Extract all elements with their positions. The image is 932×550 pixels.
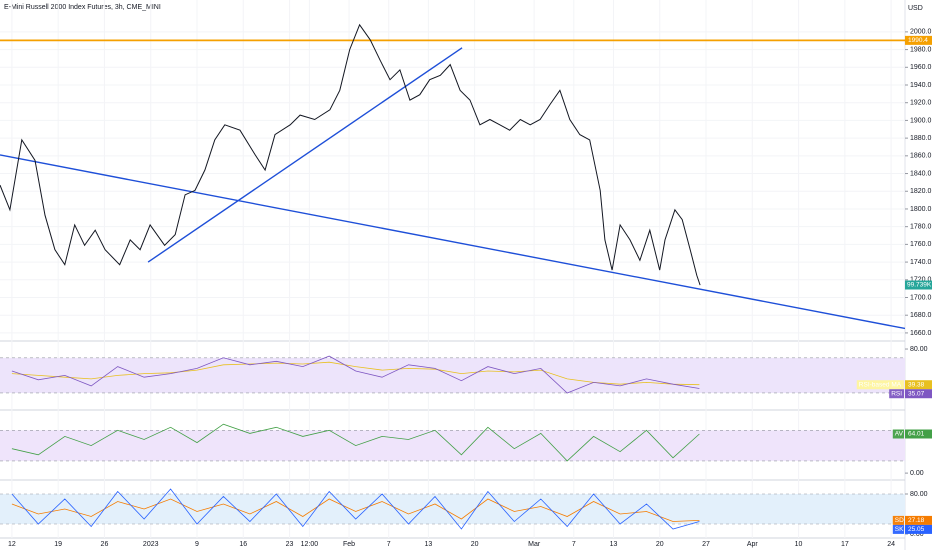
pane — [0, 423, 905, 462]
y-tick-label: 1800.0 — [910, 206, 932, 213]
price-tag-label: 1990.4 — [908, 37, 928, 44]
x-tick-label: 20 — [656, 541, 664, 548]
x-tick-label: 16 — [239, 541, 247, 548]
y-tick-label: 80.00 — [910, 346, 928, 353]
x-tick-label: 12 — [8, 541, 16, 548]
series-line — [11, 355, 700, 394]
value-tag-label: 35.07 — [908, 390, 925, 397]
band — [0, 494, 905, 524]
band — [0, 430, 905, 461]
y-tick-label: 1680.0 — [910, 312, 932, 319]
value-tag-label: 64.01 — [908, 431, 925, 438]
x-tick-label: 10 — [795, 541, 803, 548]
x-tick-label: 13 — [610, 541, 618, 548]
indicator-name: RSI — [891, 390, 902, 397]
price-tag — [905, 35, 932, 45]
pane — [0, 23, 905, 334]
y-tick-label: 1920.0 — [910, 100, 932, 107]
x-tick-label: 24 — [887, 541, 895, 548]
indicator-name-tag — [892, 524, 904, 534]
value-tag — [905, 380, 932, 390]
x-tick-label: 2023 — [143, 541, 159, 548]
x-tick-label: 13 — [424, 541, 432, 548]
x-tick-label: 17 — [841, 541, 849, 548]
pane — [0, 355, 905, 394]
series-line — [11, 423, 700, 462]
y-tick-label: 1660.0 — [910, 330, 932, 337]
x-tick-label: 19 — [54, 541, 62, 548]
pane — [0, 488, 905, 530]
value-tag-label: 25.05 — [908, 526, 925, 533]
y-tick-label: 1880.0 — [910, 135, 932, 142]
series-line — [11, 498, 700, 522]
indicator-name: AV — [895, 431, 904, 438]
y-tick-label: 1780.0 — [910, 224, 932, 231]
x-tick-label: 12:00 — [301, 541, 319, 548]
x-tick-label: Feb — [343, 541, 355, 548]
series-line — [11, 361, 700, 386]
x-tick-label: 7 — [572, 541, 576, 548]
trendline — [147, 47, 463, 263]
band — [0, 357, 905, 393]
indicator-name-tag — [889, 389, 904, 399]
indicator-name: SD — [895, 517, 904, 524]
value-tag — [905, 429, 932, 439]
volume-tag-label: 99.739K — [907, 282, 932, 289]
x-tick-label: 20 — [471, 541, 479, 548]
y-tick-label: 1760.0 — [910, 241, 932, 248]
y-tick-label: 1840.0 — [910, 170, 932, 177]
series-line — [11, 488, 700, 530]
y-tick-label: 1700.0 — [910, 294, 932, 301]
y-tick-label: 1940.0 — [910, 82, 932, 89]
y-tick-label: 0.00 — [910, 531, 924, 538]
y-tick-label: 1900.0 — [910, 117, 932, 124]
indicator-name: SK — [895, 526, 904, 533]
value-tag-label: 27.18 — [908, 517, 925, 524]
value-tag — [905, 389, 932, 399]
y-tick-label: 2000.0 — [910, 29, 932, 36]
y-tick-label: 80.00 — [910, 491, 928, 498]
x-tick-label: 27 — [702, 541, 710, 548]
x-tick-label: 26 — [101, 541, 109, 548]
x-tick-label: 9 — [195, 541, 199, 548]
indicator-name-tag — [892, 515, 904, 525]
y-tick-label: 1860.0 — [910, 153, 932, 160]
series-line — [0, 23, 701, 286]
indicator-name: RSI-based MA — [859, 381, 902, 388]
value-tag-label: 39.38 — [908, 381, 925, 388]
value-tag — [905, 524, 932, 534]
y-tick-label: 1720.0 — [910, 277, 932, 284]
y-tick-label: 1960.0 — [910, 64, 932, 71]
y-tick-label: 1740.0 — [910, 259, 932, 266]
x-tick-label: Apr — [747, 541, 759, 548]
y-tick-label: 1820.0 — [910, 188, 932, 195]
y-tick-label: 1980.0 — [910, 46, 932, 53]
value-tag — [905, 515, 932, 525]
currency-label: USD — [908, 5, 923, 12]
trendline — [0, 154, 905, 330]
x-tick-label: Mar — [528, 541, 541, 548]
x-tick-label: 23 — [286, 541, 294, 548]
y-tick-label: 0.00 — [910, 470, 924, 477]
volume-tag — [905, 280, 932, 290]
x-tick-label: 7 — [387, 541, 391, 548]
indicator-name-tag — [856, 380, 904, 390]
indicator-name-tag — [892, 429, 904, 439]
chart-title: E-Mini Russell 2000 Index Futures, 3h, C… — [4, 4, 161, 11]
